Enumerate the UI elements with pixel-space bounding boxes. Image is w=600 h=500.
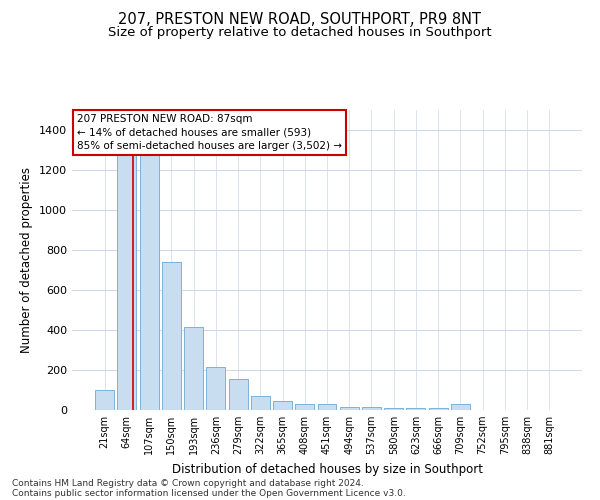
- Bar: [429, 408, 448, 410]
- Bar: [406, 408, 425, 410]
- Bar: [340, 407, 359, 410]
- Bar: [362, 407, 381, 410]
- Bar: [273, 401, 292, 410]
- Bar: [162, 262, 181, 410]
- Bar: [251, 396, 270, 410]
- Text: Size of property relative to detached houses in Southport: Size of property relative to detached ho…: [108, 26, 492, 39]
- Text: Contains HM Land Registry data © Crown copyright and database right 2024.: Contains HM Land Registry data © Crown c…: [12, 478, 364, 488]
- Bar: [451, 404, 470, 410]
- Y-axis label: Number of detached properties: Number of detached properties: [20, 167, 34, 353]
- Bar: [206, 367, 225, 410]
- Text: 207, PRESTON NEW ROAD, SOUTHPORT, PR9 8NT: 207, PRESTON NEW ROAD, SOUTHPORT, PR9 8N…: [119, 12, 482, 28]
- Bar: [229, 379, 248, 410]
- Bar: [295, 404, 314, 410]
- Text: 207 PRESTON NEW ROAD: 87sqm
← 14% of detached houses are smaller (593)
85% of se: 207 PRESTON NEW ROAD: 87sqm ← 14% of det…: [77, 114, 342, 151]
- Bar: [384, 408, 403, 410]
- X-axis label: Distribution of detached houses by size in Southport: Distribution of detached houses by size …: [172, 462, 482, 475]
- Bar: [140, 140, 158, 410]
- Bar: [317, 404, 337, 410]
- Bar: [184, 327, 203, 410]
- Bar: [118, 140, 136, 410]
- Text: Contains public sector information licensed under the Open Government Licence v3: Contains public sector information licen…: [12, 488, 406, 498]
- Bar: [95, 390, 114, 410]
